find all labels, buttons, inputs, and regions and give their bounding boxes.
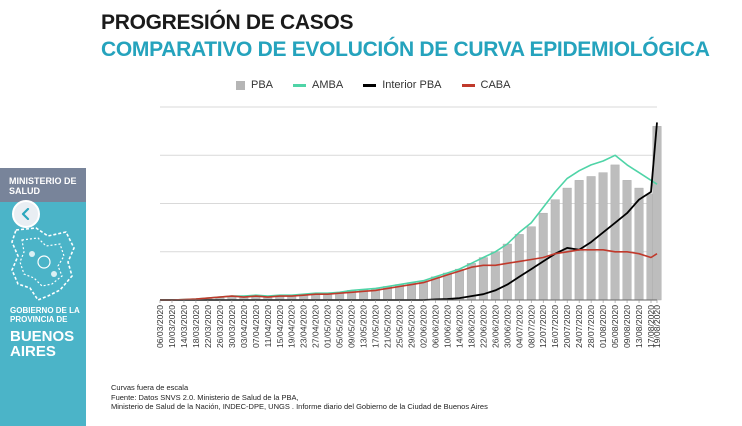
page-subtitle: COMPARATIVO DE EVOLUCIÓN DE CURVA EPIDEM… bbox=[101, 38, 710, 61]
pba-bar bbox=[454, 268, 464, 301]
sidebar-header-strip bbox=[0, 168, 86, 202]
pba-bar bbox=[622, 180, 632, 301]
pba-bar bbox=[562, 187, 572, 301]
x-tick-label: 02/06/2020 bbox=[418, 305, 428, 348]
x-tick-label: 15/04/2020 bbox=[275, 305, 285, 348]
pba-bar bbox=[634, 187, 644, 301]
pba-bars bbox=[179, 126, 662, 301]
pba-bar bbox=[586, 176, 596, 301]
x-tick-label: 03/04/2020 bbox=[239, 305, 249, 348]
x-tick-label: 18/06/2020 bbox=[466, 305, 476, 348]
pba-bar bbox=[502, 243, 512, 301]
legend-swatch-caba bbox=[461, 83, 475, 87]
legend-item-amba: AMBA bbox=[293, 79, 343, 91]
pba-bar bbox=[490, 251, 500, 301]
chevron-left-icon[interactable] bbox=[12, 200, 40, 228]
x-tick-label: 10/06/2020 bbox=[442, 305, 452, 348]
legend-label-interior-pba: Interior PBA bbox=[382, 79, 442, 91]
x-tick-label: 13/08/2020 bbox=[634, 305, 644, 348]
pba-bar bbox=[610, 164, 620, 301]
x-tick-label: 19/08/2020 bbox=[652, 305, 662, 348]
x-tick-label: 05/08/2020 bbox=[610, 305, 620, 348]
x-tick-label: 09/05/2020 bbox=[347, 305, 357, 348]
x-tick-label: 17/05/2020 bbox=[371, 305, 381, 348]
pba-bar bbox=[514, 234, 524, 301]
x-tick-label: 24/07/2020 bbox=[574, 305, 584, 348]
amba-line bbox=[160, 154, 658, 301]
x-tick-label: 30/03/2020 bbox=[227, 305, 237, 348]
x-tick-label: 20/07/2020 bbox=[562, 305, 572, 348]
caba-line bbox=[160, 249, 658, 301]
x-tick-label: 18/03/2020 bbox=[191, 305, 201, 348]
government-label: GOBIERNO DE LA PROVINCIA DE bbox=[10, 306, 80, 324]
source-line-2: Ministerio de Salud de la Nación, INDEC-… bbox=[111, 402, 488, 412]
pba-bar bbox=[442, 272, 452, 301]
x-tick-label: 28/07/2020 bbox=[586, 305, 596, 348]
x-tick-labels: 06/03/2020 10/03/2020 14/03/2020 18/03/2020… bbox=[155, 305, 662, 348]
x-tick-label: 16/07/2020 bbox=[550, 305, 560, 348]
ministry-label: MINISTERIO DE SALUD bbox=[9, 176, 77, 196]
x-tick-label: 26/03/2020 bbox=[215, 305, 225, 348]
x-tick-label: 21/05/2020 bbox=[383, 305, 393, 348]
source-line-1: Fuente: Datos SNVS 2.0. Ministerio de Sa… bbox=[111, 392, 299, 402]
legend-label-caba: CABA bbox=[480, 79, 511, 91]
x-tick-label: 01/08/2020 bbox=[598, 305, 608, 348]
x-tick-label: 06/03/2020 bbox=[155, 305, 165, 348]
footnotes: Curvas fuera de escala Fuente: Datos SNV… bbox=[111, 383, 488, 412]
x-tick-label: 23/04/2020 bbox=[299, 305, 309, 348]
x-axis bbox=[159, 299, 658, 303]
pba-bar bbox=[550, 199, 560, 301]
legend-item-caba: CABA bbox=[461, 79, 511, 91]
x-tick-label: 22/06/2020 bbox=[478, 305, 488, 348]
legend-label-amba: AMBA bbox=[312, 79, 344, 91]
x-tick-label: 06/06/2020 bbox=[430, 305, 440, 348]
x-tick-label: 10/03/2020 bbox=[167, 305, 177, 348]
scale-note: Curvas fuera de escala bbox=[111, 383, 189, 392]
x-tick-label: 29/05/2020 bbox=[406, 305, 416, 348]
x-tick-label: 09/08/2020 bbox=[622, 305, 632, 348]
x-tick-label: 08/07/2020 bbox=[526, 305, 536, 348]
legend-swatch-interior-pba bbox=[363, 83, 377, 87]
x-tick-label: 27/04/2020 bbox=[311, 305, 321, 348]
buenos-aires-map-emblem-icon bbox=[8, 226, 78, 309]
legend-swatch-amba bbox=[293, 83, 307, 87]
x-tick-label: 19/04/2020 bbox=[287, 305, 297, 348]
x-tick-label: 13/05/2020 bbox=[359, 305, 369, 348]
chart-gridlines bbox=[160, 106, 657, 253]
legend-label-pba: PBA bbox=[251, 79, 274, 91]
province-label: BUENOS AIRES bbox=[10, 328, 75, 360]
page-title: PROGRESIÓN DE CASOS bbox=[101, 11, 354, 34]
x-tick-label: 17/08/2020 bbox=[646, 305, 656, 348]
pba-bar bbox=[574, 180, 584, 301]
x-tick-label: 30/06/2020 bbox=[502, 305, 512, 348]
x-tick-label: 12/07/2020 bbox=[538, 305, 548, 348]
legend-item-pba: PBA bbox=[236, 79, 273, 91]
pba-bar bbox=[526, 226, 536, 301]
x-tick-label: 07/04/2020 bbox=[251, 305, 261, 348]
x-tick-label: 04/07/2020 bbox=[514, 305, 524, 348]
x-tick-label: 05/05/2020 bbox=[335, 305, 345, 348]
sidebar-top-blank bbox=[0, 0, 86, 168]
legend-item-interior-pba: Interior PBA bbox=[363, 79, 442, 91]
x-tick-label: 22/03/2020 bbox=[203, 305, 213, 348]
pba-bar bbox=[598, 172, 608, 301]
x-tick-label: 25/05/2020 bbox=[395, 305, 405, 348]
x-tick-label: 14/03/2020 bbox=[179, 305, 189, 348]
legend-swatch-pba bbox=[236, 80, 245, 90]
chart-legend: PBA AMBA Interior PBA CABA bbox=[236, 77, 510, 93]
x-tick-label: 14/06/2020 bbox=[454, 305, 464, 348]
x-tick-label: 11/04/2020 bbox=[263, 305, 273, 348]
x-tick-label: 01/05/2020 bbox=[323, 305, 333, 348]
x-tick-label: 26/06/2020 bbox=[490, 305, 500, 348]
